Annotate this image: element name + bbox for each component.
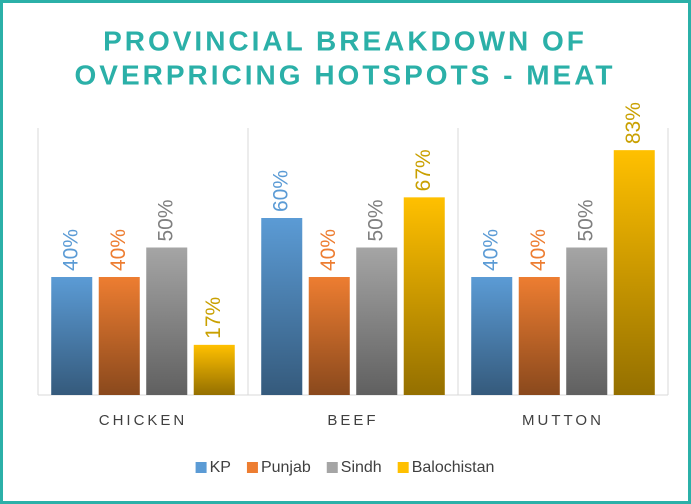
data-label: 40% <box>59 229 82 271</box>
data-label: 50% <box>364 199 387 241</box>
legend-swatch <box>246 462 258 473</box>
legend-label: Balochistan <box>412 459 495 476</box>
chart-title: PROVINCIAL BREAKDOWN OF <box>103 25 587 56</box>
x-tick-label: MUTTON <box>522 412 604 429</box>
bar-shade <box>146 247 188 395</box>
data-label: 67% <box>412 149 435 191</box>
data-label: 50% <box>574 199 597 241</box>
legend-swatch <box>397 462 409 473</box>
data-label: 40% <box>317 229 340 271</box>
data-label: 40% <box>527 229 550 271</box>
bar-shade <box>261 218 303 395</box>
legend-swatch <box>326 462 338 473</box>
bar-shade <box>403 197 445 395</box>
bar-shade <box>356 247 398 395</box>
bar-shade <box>308 277 350 395</box>
data-label: 50% <box>154 199 177 241</box>
legend-label: KP <box>210 459 231 476</box>
data-label: 17% <box>202 297 225 339</box>
bar-shade <box>193 344 235 395</box>
x-tick-label: BEEF <box>327 412 378 429</box>
legend-label: Sindh <box>341 459 382 476</box>
bar-shade <box>613 150 655 395</box>
data-label: 60% <box>269 170 292 212</box>
x-tick-label: CHICKEN <box>99 412 188 429</box>
legend-swatch <box>195 462 207 473</box>
bar-shade <box>566 247 608 395</box>
bar-shade <box>518 277 560 395</box>
bar-shade <box>51 277 93 395</box>
chart-title: OVERPRICING HOTSPOTS - MEAT <box>75 59 616 90</box>
data-label: 83% <box>622 102 645 144</box>
legend-label: Punjab <box>261 459 311 476</box>
bar-shade <box>98 277 140 395</box>
bar-shade <box>471 277 513 395</box>
data-label: 40% <box>479 229 502 271</box>
data-label: 40% <box>107 229 130 271</box>
